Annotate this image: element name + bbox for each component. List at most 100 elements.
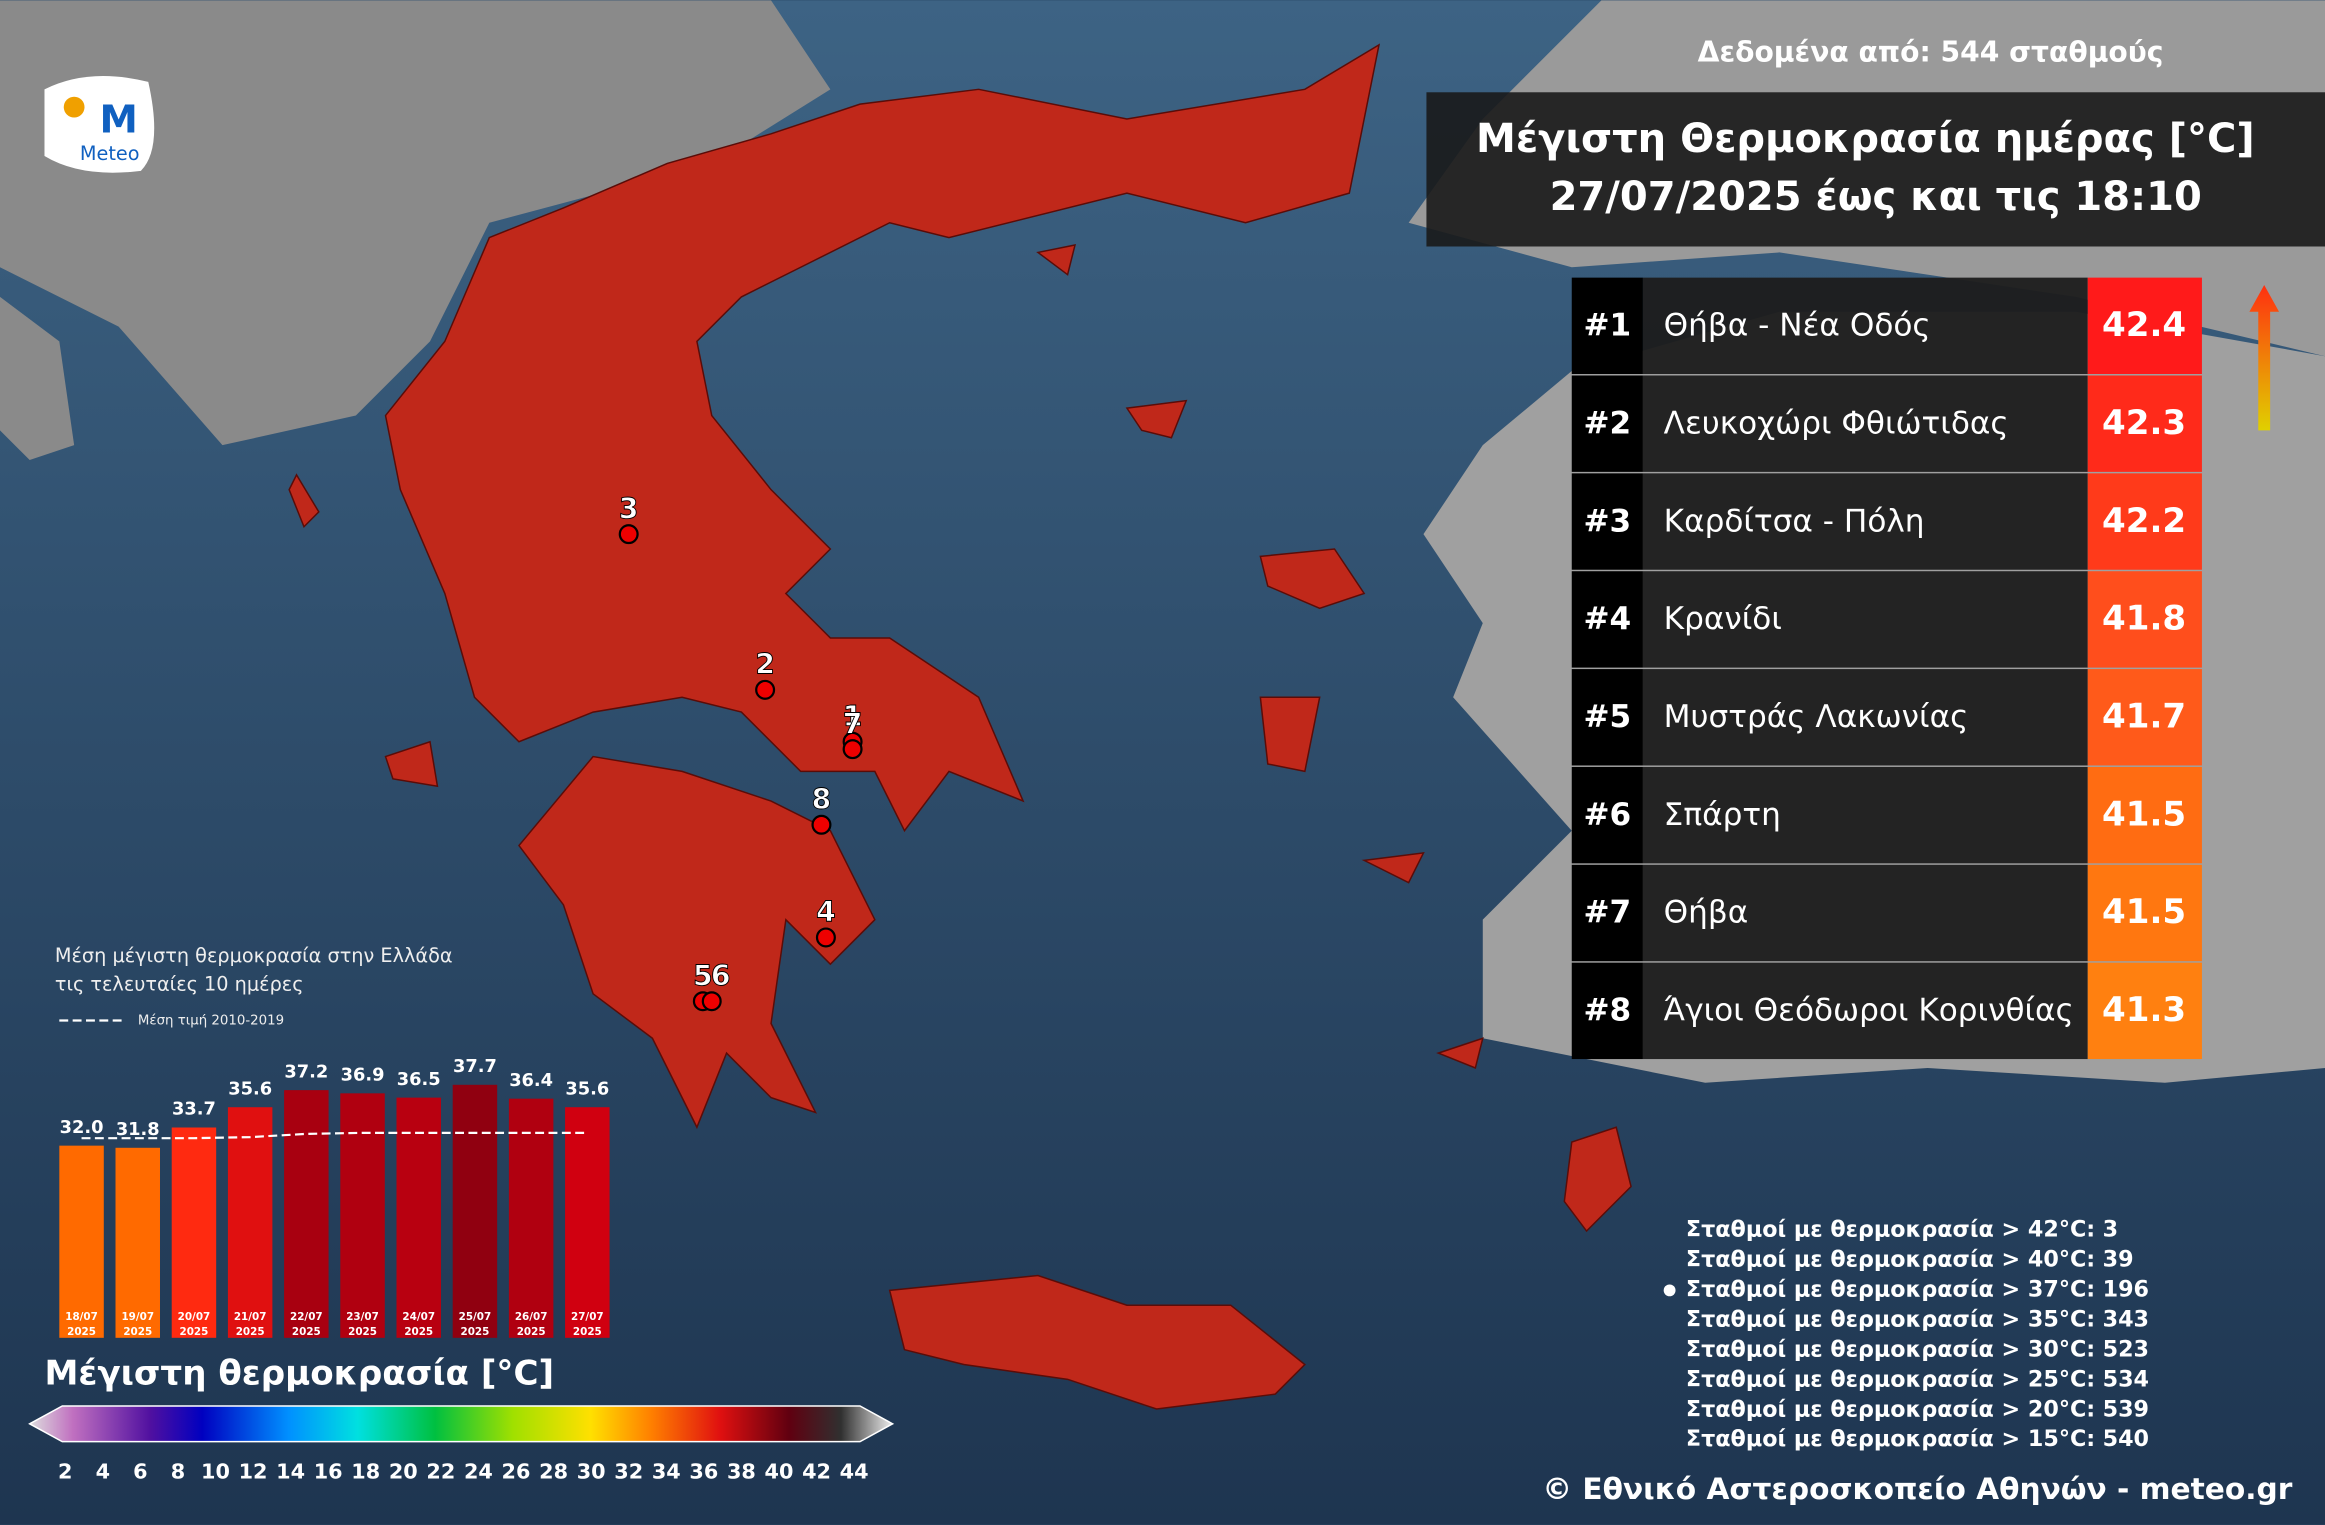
- inset-title: Μέση μέγιστη θερμοκρασία στην Ελλάδα: [55, 944, 453, 967]
- rank-cell: [1571, 571, 1643, 668]
- station-value: 41.3: [2102, 990, 2186, 1030]
- station-marker: [701, 991, 722, 1012]
- marker-label: 3: [619, 492, 639, 525]
- stat-count: 3: [2103, 1216, 2118, 1242]
- stat-count: 343: [2103, 1306, 2149, 1332]
- year-label: 2025: [236, 1326, 265, 1338]
- colorbar-tick: 4: [96, 1460, 110, 1484]
- name-cell: [1642, 375, 2088, 472]
- name-cell: [1642, 766, 2088, 864]
- subtitle: 27/07/2025 έως και τις 18:10: [1550, 174, 2202, 220]
- bar-label: 35.6: [565, 1078, 609, 1099]
- stat-label: Σταθμοί με θερμοκρασία > 25°C:: [1686, 1366, 2095, 1392]
- stat-line: Σταθμοί με θερμοκρασία > 30°C: 523: [1686, 1336, 2149, 1362]
- marker-label: 6: [711, 960, 731, 993]
- climatology-line: [81, 1131, 588, 1140]
- station-value: 42.4: [2102, 305, 2186, 345]
- station-marker: [842, 739, 863, 760]
- colorbar-tick: 28: [539, 1460, 568, 1484]
- date-label: 19/07: [121, 1311, 154, 1323]
- station-name: Θήβα: [1664, 895, 1749, 931]
- station-value: 42.3: [2102, 403, 2186, 443]
- rank-cell: [1571, 766, 1643, 864]
- colorbar-tick: 34: [652, 1460, 681, 1484]
- date-label: 24/07: [402, 1311, 435, 1323]
- stat-count: 523: [2103, 1336, 2149, 1362]
- inset-legend: Μέση τιμή 2010-2019: [138, 1013, 284, 1029]
- bar: [227, 1107, 273, 1338]
- stat-label: Σταθμοί με θερμοκρασία > 35°C:: [1686, 1306, 2095, 1332]
- stat-label: Σταθμοί με θερμοκρασία > 40°C:: [1686, 1246, 2095, 1272]
- station-marker: [755, 679, 776, 700]
- station-value: 41.7: [2102, 697, 2186, 737]
- colorbar-tick: 14: [276, 1460, 305, 1484]
- station-name: Μυστράς Λακωνίας: [1664, 699, 1969, 735]
- date-label: 21/07: [234, 1311, 267, 1323]
- colorbar-tick: 16: [314, 1460, 343, 1484]
- title: Μέγιστη Θερμοκρασία ημέρας [°C]: [1476, 116, 2255, 162]
- logo-text: Meteo: [80, 142, 140, 165]
- data-source: Δεδομένα από: 544 σταθμούς: [1698, 36, 2164, 69]
- bar: [115, 1147, 160, 1338]
- rank-cell: [1571, 473, 1643, 570]
- year-label: 2025: [404, 1326, 433, 1338]
- stat-label: Σταθμοί με θερμοκρασία > 42°C:: [1686, 1216, 2095, 1242]
- station-marker: [618, 524, 639, 545]
- year-label: 2025: [180, 1326, 209, 1338]
- value-cell: [2087, 766, 2202, 864]
- station-value: 41.5: [2102, 892, 2186, 932]
- date-label: 22/07: [290, 1311, 323, 1323]
- value-cell: [2087, 864, 2202, 962]
- name-cell: [1642, 864, 2088, 962]
- bar-label: 31.8: [116, 1119, 160, 1140]
- colorbar-tick: 12: [239, 1460, 268, 1484]
- year-label: 2025: [123, 1326, 152, 1338]
- stat-count: 540: [2103, 1426, 2149, 1452]
- bar: [59, 1145, 104, 1338]
- stat-count: 39: [2103, 1246, 2134, 1272]
- station-name: Λευκοχώρι Φθιώτιδας: [1664, 405, 2009, 441]
- colorbar-tick: 38: [727, 1460, 756, 1484]
- station-value: 41.5: [2102, 794, 2186, 834]
- bar-label: 37.7: [453, 1056, 497, 1077]
- inset-title: τις τελευταίες 10 ημέρες: [55, 972, 304, 995]
- rank: #3: [1583, 503, 1631, 539]
- colorbar-tick: 8: [171, 1460, 185, 1484]
- colorbar-tick: 24: [464, 1460, 493, 1484]
- name-cell: [1642, 277, 2088, 375]
- marker-label: 4: [816, 896, 836, 929]
- station-value: 42.2: [2102, 501, 2186, 541]
- name-cell: [1642, 669, 2088, 766]
- colorbar-tick: 26: [502, 1460, 531, 1484]
- bar-label: 33.7: [172, 1099, 216, 1120]
- bar-label: 36.4: [509, 1070, 553, 1091]
- stat-label: Σταθμοί με θερμοκρασία > 20°C:: [1686, 1396, 2095, 1422]
- date-label: 23/07: [346, 1311, 379, 1323]
- copyright: © Εθνικό Αστεροσκοπείο Αθηνών - meteo.gr: [1542, 1471, 2292, 1506]
- name-cell: [1642, 473, 2088, 570]
- stat-line: Σταθμοί με θερμοκρασία > 25°C: 534: [1686, 1366, 2149, 1392]
- value-cell: [2087, 571, 2202, 668]
- colorbar-tick: 10: [201, 1460, 230, 1484]
- bar: [452, 1084, 498, 1338]
- stat-count: 539: [2103, 1396, 2149, 1422]
- station-name: Κρανίδι: [1664, 601, 1782, 637]
- rank-cell: [1571, 864, 1643, 962]
- year-label: 2025: [461, 1326, 490, 1338]
- colorbar-tick: 36: [689, 1460, 718, 1484]
- marker-label: 2: [755, 648, 775, 681]
- rank: #8: [1583, 993, 1631, 1029]
- marker-label: 7: [843, 707, 863, 740]
- logo: M Meteo: [44, 75, 155, 173]
- marker-label: 1: [843, 700, 863, 733]
- stat-line: Σταθμοί με θερμοκρασία > 40°C: 39: [1686, 1246, 2134, 1272]
- bar: [396, 1097, 441, 1338]
- colorbar-tick: 22: [426, 1460, 455, 1484]
- stat-line: Σταθμοί με θερμοκρασία > 42°C: 3: [1686, 1216, 2118, 1242]
- rank: #5: [1583, 699, 1631, 735]
- date-label: 18/07: [65, 1311, 98, 1323]
- colorbar-tick: 32: [614, 1460, 643, 1484]
- stat-label: Σταθμοί με θερμοκρασία > 30°C:: [1686, 1336, 2095, 1362]
- greece-land: [288, 43, 1632, 1410]
